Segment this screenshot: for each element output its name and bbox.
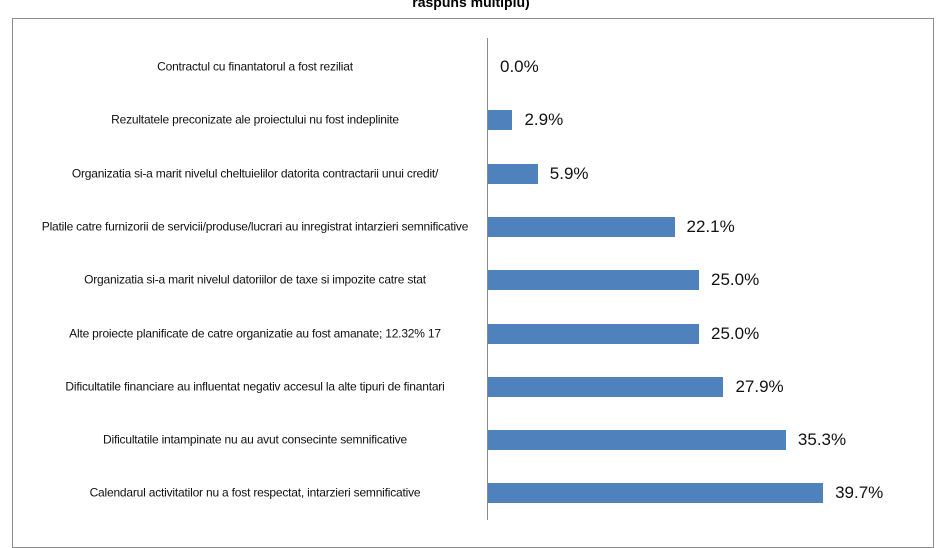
category-label: Organizatia si-a marit nivelul datoriilo… [84,272,426,287]
value-label: 5.9% [549,163,589,183]
category-label: Contractul cu finantatorul a fost rezili… [157,59,353,74]
value-label: 39.7% [835,483,884,503]
category-label: Platile catre furnizorii de servicii/pro… [41,219,469,234]
bar [488,483,824,504]
category-label: Calendarul activitatilor nu a fost respe… [89,485,421,500]
bar [488,270,699,291]
value-label: 27.9% [735,376,784,396]
bar [488,376,724,397]
value-label: 22.1% [686,216,735,236]
bar [488,430,786,451]
value-label: 25.0% [711,323,760,343]
category-label: Rezultatele preconizate ale proiectului … [111,112,399,127]
value-label: 25.0% [711,270,760,290]
value-label: 35.3% [797,430,847,450]
chart-title: raspuns multiplu) [412,0,530,10]
category-label: Dificultatile intampinate nu au avut con… [103,432,407,447]
value-label: 0.0% [500,57,539,76]
bar [488,323,699,344]
bar [488,163,538,184]
value-label: 2.9% [524,110,564,130]
bar [488,216,675,237]
category-label: Alte proiecte planificate de catre organ… [69,326,441,340]
category-label: Dificultatile financiare au influentat n… [65,379,445,394]
category-label: Organizatia si-a marit nivelul cheltuiel… [71,166,439,181]
category-axis [487,38,488,520]
bar [488,110,513,131]
